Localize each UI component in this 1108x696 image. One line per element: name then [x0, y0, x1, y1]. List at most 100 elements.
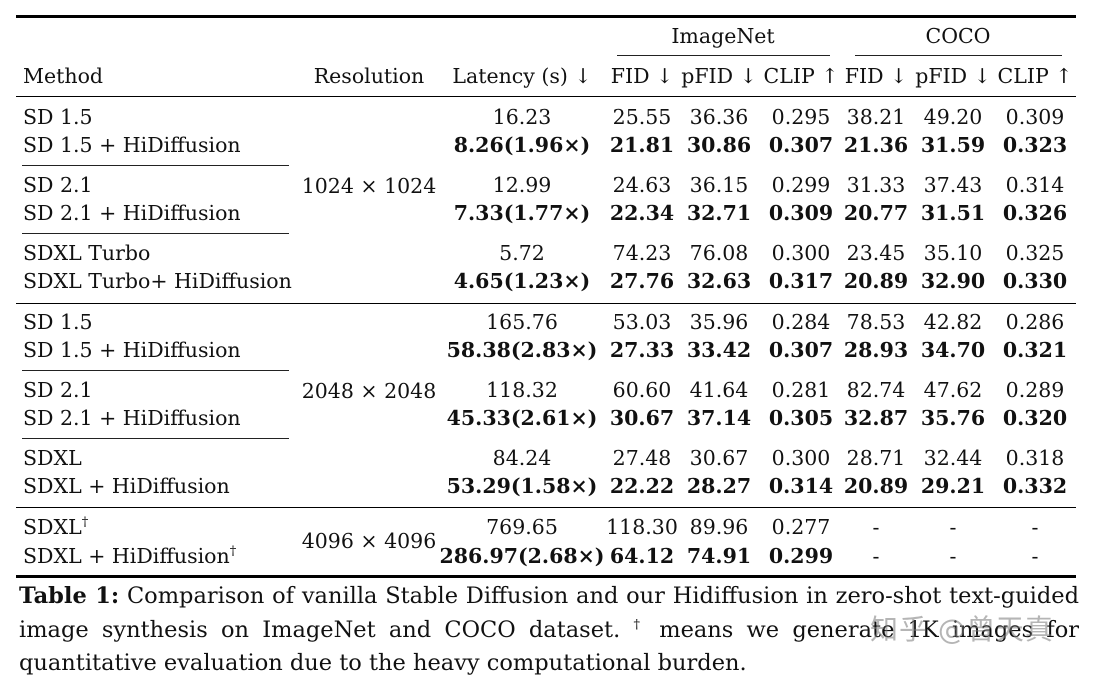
in-pfid-cell: 37.14	[686, 406, 752, 430]
in-pfid-cell: 32.71	[686, 201, 752, 225]
latency-cell: 286.97(2.68×)	[439, 544, 605, 568]
co-fid-cell: 38.21	[846, 105, 906, 129]
header-coco-pfid: pFID ↓	[915, 64, 991, 88]
method-label: SD 1.5 + HiDiffusion	[23, 338, 241, 362]
method-cell: SD 1.5	[23, 309, 93, 335]
in-fid-cell: 53.03	[612, 310, 672, 334]
method-label: SD 2.1 + HiDiffusion	[23, 201, 241, 225]
latency-cell: 12.99	[492, 173, 552, 197]
co-clip-cell: 0.325	[1005, 241, 1065, 265]
caption-label: Table 1:	[19, 583, 120, 609]
latency-cell: 16.23	[492, 105, 552, 129]
latency-cell: 165.76	[486, 310, 558, 334]
method-label: SDXL	[23, 446, 82, 470]
section-rule-2	[16, 507, 1076, 509]
co-clip-cell: -	[1031, 515, 1039, 539]
bottom-rule	[16, 575, 1076, 578]
in-clip-cell: 0.300	[771, 241, 831, 265]
latency-cell: 8.26(1.96×)	[453, 133, 591, 157]
co-fid-cell: 78.53	[846, 310, 906, 334]
header-resolution: Resolution	[313, 64, 425, 88]
co-clip-cell: 0.326	[1002, 201, 1068, 225]
method-cell: SD 1.5 + HiDiffusion	[23, 132, 241, 158]
in-fid-cell: 118.30	[606, 515, 678, 539]
resolution-2048: 2048 × 2048	[301, 379, 437, 403]
co-clip-cell: 0.309	[1005, 105, 1065, 129]
header-imagenet-pfid: pFID ↓	[681, 64, 757, 88]
in-clip-cell: 0.305	[768, 406, 834, 430]
co-pfid-cell: 32.44	[923, 446, 983, 470]
co-clip-cell: 0.320	[1002, 406, 1068, 430]
group-sep	[22, 233, 289, 234]
method-label: SD 2.1 + HiDiffusion	[23, 406, 241, 430]
co-pfid-cell: -	[949, 544, 957, 568]
method-label: SD 1.5	[23, 105, 93, 129]
top-rule	[16, 15, 1076, 18]
co-pfid-cell: 35.10	[923, 241, 983, 265]
method-cell: SDXL + HiDiffusion†	[23, 543, 236, 569]
group-sep	[22, 370, 289, 371]
method-cell: SD 2.1 + HiDiffusion	[23, 200, 241, 226]
header-rule	[16, 96, 1076, 98]
in-fid-cell: 22.34	[609, 201, 675, 225]
group-sep	[22, 438, 289, 439]
co-pfid-cell: 34.70	[920, 338, 986, 362]
co-pfid-cell: 49.20	[923, 105, 983, 129]
in-fid-cell: 21.81	[609, 133, 675, 157]
method-cell: SD 1.5 + HiDiffusion	[23, 337, 241, 363]
in-pfid-cell: 36.36	[689, 105, 749, 129]
in-clip-cell: 0.277	[771, 515, 831, 539]
in-pfid-cell: 30.86	[686, 133, 752, 157]
in-pfid-cell: 76.08	[689, 241, 749, 265]
co-clip-cell: 0.318	[1005, 446, 1065, 470]
co-clip-cell: 0.332	[1002, 474, 1068, 498]
in-clip-cell: 0.317	[768, 269, 834, 293]
header-coco-clip: CLIP ↑	[997, 64, 1073, 88]
header-coco: COCO	[925, 24, 991, 48]
method-cell: SDXL + HiDiffusion	[23, 473, 230, 499]
in-fid-cell: 27.76	[609, 269, 675, 293]
header-imagenet-clip: CLIP ↑	[763, 64, 839, 88]
in-fid-cell: 30.67	[609, 406, 675, 430]
caption-dagger: †	[633, 617, 647, 632]
method-cell: SD 2.1	[23, 172, 93, 198]
watermark: 知乎 @曾天真	[870, 613, 1054, 646]
co-pfid-cell: 29.21	[920, 474, 986, 498]
method-cell: SDXL	[23, 445, 82, 471]
method-label: SD 2.1	[23, 173, 93, 197]
dagger-mark: †	[229, 544, 237, 560]
co-fid-cell: 28.93	[843, 338, 909, 362]
method-cell: SDXL†	[23, 514, 88, 540]
in-clip-cell: 0.307	[768, 338, 834, 362]
table-caption: Table 1: Comparison of vanilla Stable Di…	[19, 580, 1079, 681]
in-fid-cell: 64.12	[609, 544, 675, 568]
co-fid-cell: 28.71	[846, 446, 906, 470]
in-fid-cell: 27.48	[612, 446, 672, 470]
co-pfid-cell: 42.82	[923, 310, 983, 334]
in-pfid-cell: 36.15	[689, 173, 749, 197]
coco-group-rule	[855, 55, 1062, 56]
in-pfid-cell: 41.64	[689, 378, 749, 402]
co-fid-cell: 21.36	[843, 133, 909, 157]
header-imagenet-fid: FID ↓	[610, 64, 674, 88]
imagenet-group-rule	[617, 55, 830, 56]
method-label: SDXL Turbo+ HiDiffusion	[23, 269, 292, 293]
co-pfid-cell: 35.76	[920, 406, 986, 430]
in-pfid-cell: 74.91	[686, 544, 752, 568]
co-fid-cell: 32.87	[843, 406, 909, 430]
in-fid-cell: 24.63	[612, 173, 672, 197]
latency-cell: 118.32	[486, 378, 558, 402]
co-pfid-cell: -	[949, 515, 957, 539]
latency-cell: 769.65	[486, 515, 558, 539]
co-clip-cell: -	[1031, 544, 1039, 568]
in-clip-cell: 0.307	[768, 133, 834, 157]
in-clip-cell: 0.314	[768, 474, 834, 498]
in-clip-cell: 0.299	[768, 544, 834, 568]
in-clip-cell: 0.281	[771, 378, 831, 402]
co-clip-cell: 0.286	[1005, 310, 1065, 334]
co-fid-cell: 20.77	[843, 201, 909, 225]
in-clip-cell: 0.300	[771, 446, 831, 470]
co-pfid-cell: 37.43	[923, 173, 983, 197]
co-fid-cell: 23.45	[846, 241, 906, 265]
